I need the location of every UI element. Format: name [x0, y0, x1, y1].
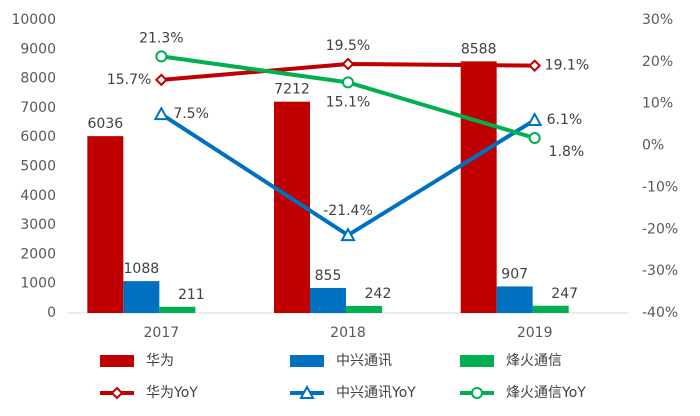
marker [340, 227, 356, 242]
legend-label: 中兴通讯 [336, 353, 392, 369]
bar [123, 281, 160, 313]
legend-swatch [290, 355, 324, 367]
bar-value-label: 7212 [274, 82, 310, 98]
y-tick-label: 7000 [20, 100, 56, 116]
legend-swatch [460, 355, 494, 367]
y-tick-label: 8000 [20, 71, 56, 87]
legend-label: 华为 [146, 353, 174, 369]
legend-label: 烽火通信 [506, 353, 562, 369]
bar-value-label: 8588 [461, 41, 497, 57]
y2-tick-label: -30% [642, 263, 678, 279]
bar-value-label: 247 [551, 286, 578, 302]
y-tick-label: 3000 [20, 217, 56, 233]
line-value-label: -21.4% [323, 203, 373, 219]
marker [154, 73, 168, 87]
marker [342, 76, 354, 89]
marker [528, 59, 542, 73]
line-value-label: 19.1% [545, 58, 589, 74]
line-value-label: 19.5% [326, 38, 370, 54]
bar-value-label: 1088 [124, 261, 160, 277]
y2-tick-label: 10% [642, 96, 673, 112]
bar [532, 305, 569, 313]
y-tick-label: 0 [47, 305, 56, 321]
marker [155, 50, 168, 63]
y-tick-label: 2000 [20, 246, 56, 262]
bar [159, 306, 196, 313]
line-value-label: 6.1% [547, 112, 583, 128]
legend-marker [299, 384, 315, 399]
y2-tick-label: 30% [642, 12, 673, 28]
line-value-label: 15.7% [107, 72, 151, 88]
bar [496, 286, 533, 313]
y2-tick-label: 20% [642, 54, 673, 70]
legend-label: 华为YoY [146, 385, 198, 401]
legend-label: 中兴通讯YoY [336, 385, 416, 401]
legend-label: 烽火通信YoY [506, 385, 586, 401]
bar-value-label: 242 [365, 286, 392, 302]
legend-swatch [100, 355, 134, 367]
y-tick-label: 10000 [11, 12, 56, 28]
y2-tick-label: -20% [642, 221, 678, 237]
marker [341, 57, 355, 71]
bar [346, 305, 382, 313]
y-tick-label: 5000 [20, 159, 56, 175]
x-tick-label: 2019 [517, 325, 553, 341]
marker [526, 111, 543, 127]
line-value-label: 7.5% [173, 106, 209, 122]
legend-marker [110, 386, 124, 400]
bar [460, 61, 497, 314]
bar-value-label: 6036 [88, 116, 124, 132]
y2-tick-label: -10% [642, 179, 678, 195]
y2-tick-label: 0% [642, 138, 664, 154]
bar-value-label: 855 [315, 268, 342, 284]
legend-marker [471, 387, 483, 399]
line-value-label: 1.8% [549, 144, 585, 160]
y-tick-label: 6000 [20, 129, 56, 145]
y-tick-label: 1000 [20, 276, 56, 292]
x-tick-label: 2018 [330, 325, 366, 341]
y-tick-label: 9000 [20, 41, 56, 57]
y-tick-label: 4000 [20, 188, 56, 204]
line-value-label: 21.3% [139, 30, 183, 46]
marker [528, 132, 541, 145]
y2-tick-label: -40% [642, 305, 678, 321]
bar-value-label: 907 [501, 266, 528, 282]
bar [310, 287, 346, 313]
bar-value-label: 211 [178, 287, 205, 303]
marker [153, 106, 170, 121]
x-tick-label: 2017 [144, 325, 180, 341]
line-value-label: 15.1% [326, 94, 370, 110]
bar [87, 136, 124, 313]
